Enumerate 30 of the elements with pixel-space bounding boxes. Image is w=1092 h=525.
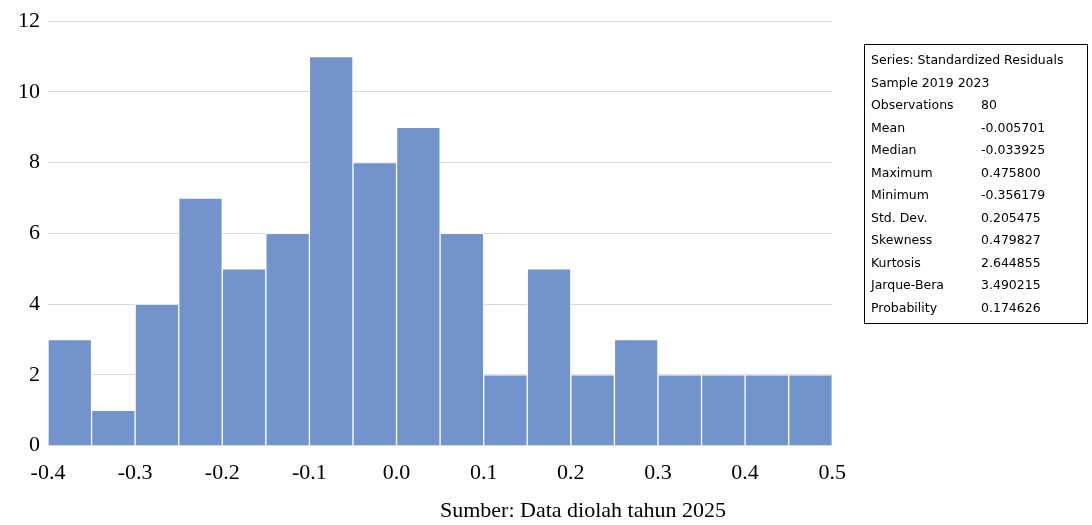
text: Kurtosis 2.644855 [871,254,1041,270]
y-tick-label: 12 [18,6,40,32]
text: Median -0.033925 [871,142,1046,157]
text: Series: Standardized Residuals [871,51,1064,69]
text: Maximum 0.475800 [871,164,1041,180]
text: Sample 2019 2023 [871,73,990,92]
x-tick-label: 0.3 [644,458,672,484]
x-tick-label: 0.4 [731,458,759,484]
y-tick-label: 8 [29,148,40,174]
y-tick-label: 6 [29,219,40,245]
text: Minimum -0.356179 [871,187,1046,202]
x-tick-label: -0.2 [204,458,240,484]
text: Mean -0.005701 [871,119,1046,135]
text: Jarque-Bera 3.490215 [871,277,1041,292]
text: Sumber: Data diolah tahun 2025 [440,497,726,523]
text: Probability 0.174626 [871,299,1041,315]
y-tick-label: 2 [29,360,40,386]
x-tick-label: 0.5 [818,458,846,484]
y-tick-label: 0 [29,431,40,457]
text: Skewness 0.479827 [871,232,1041,247]
y-tick-label: 10 [18,77,40,103]
x-tick-label: -0.1 [292,458,327,484]
x-tick-label: -0.3 [117,458,153,484]
x-tick-label: 0.1 [469,458,498,484]
y-tick-label: 4 [29,289,40,315]
x-tick-label: 0.0 [382,458,411,484]
text: Std. Dev. 0.205475 [871,209,1041,225]
x-tick-label: 0.2 [557,458,585,484]
x-tick-label: -0.4 [30,458,66,484]
text: Observations 80 [871,97,997,112]
